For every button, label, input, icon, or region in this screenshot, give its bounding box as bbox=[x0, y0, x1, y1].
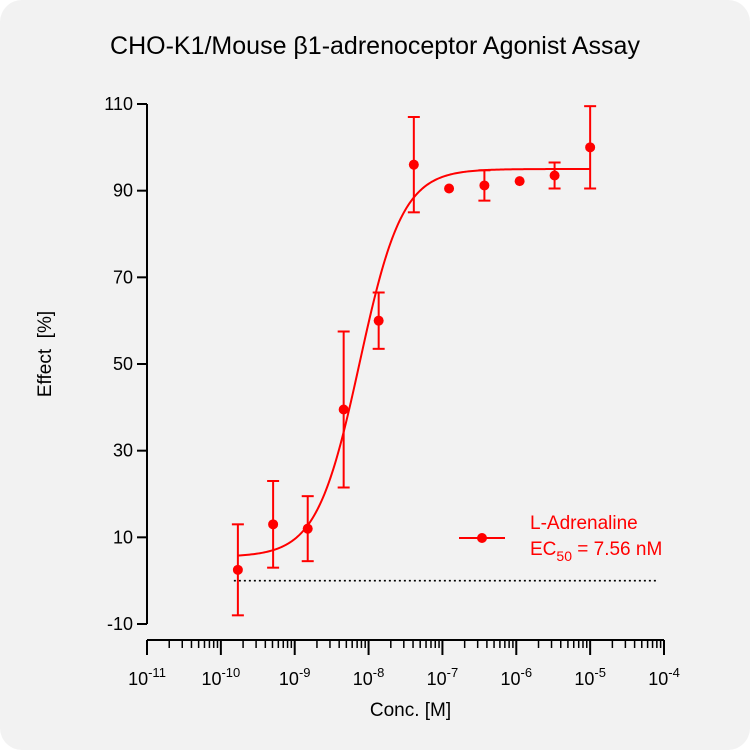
x-tick-label: 10-6 bbox=[500, 665, 532, 689]
data-point bbox=[302, 523, 313, 534]
data-point bbox=[549, 170, 560, 181]
x-tick-label: 10-8 bbox=[353, 665, 385, 689]
y-tick-label: 30 bbox=[113, 441, 133, 461]
y-tick-label: -10 bbox=[107, 614, 133, 634]
y-axis-title: Effect [%] bbox=[35, 311, 56, 397]
fit-curve bbox=[237, 168, 591, 557]
data-point bbox=[408, 159, 419, 170]
data-point bbox=[585, 142, 596, 153]
data-point bbox=[479, 180, 490, 191]
x-tick-label: 10-9 bbox=[279, 665, 311, 689]
legend-ec50: EC50 = 7.56 nM bbox=[530, 539, 662, 564]
data-point bbox=[514, 176, 525, 187]
y-tick-label: 90 bbox=[113, 181, 133, 201]
data-point bbox=[268, 519, 279, 530]
x-tick-label: 10-10 bbox=[201, 665, 240, 689]
legend-marker bbox=[477, 533, 487, 543]
legend-label: L-Adrenaline bbox=[530, 513, 638, 534]
x-tick-label: 10-5 bbox=[574, 665, 606, 689]
x-tick-label: 10-4 bbox=[648, 665, 680, 689]
x-axis-title: Conc. [M] bbox=[370, 700, 451, 721]
y-tick-label: 110 bbox=[104, 94, 133, 114]
chart-title: CHO-K1/Mouse β1-adrenoceptor Agonist Ass… bbox=[110, 32, 640, 60]
x-tick-label: 10-7 bbox=[427, 665, 459, 689]
data-point bbox=[444, 183, 455, 194]
data-point bbox=[232, 564, 243, 575]
data-point bbox=[373, 315, 384, 326]
data-point bbox=[338, 404, 349, 415]
y-tick-label: 70 bbox=[113, 267, 133, 287]
y-tick-label: 50 bbox=[113, 354, 133, 374]
y-tick-label: 10 bbox=[113, 527, 133, 547]
x-tick-label: 10-11 bbox=[128, 665, 166, 689]
